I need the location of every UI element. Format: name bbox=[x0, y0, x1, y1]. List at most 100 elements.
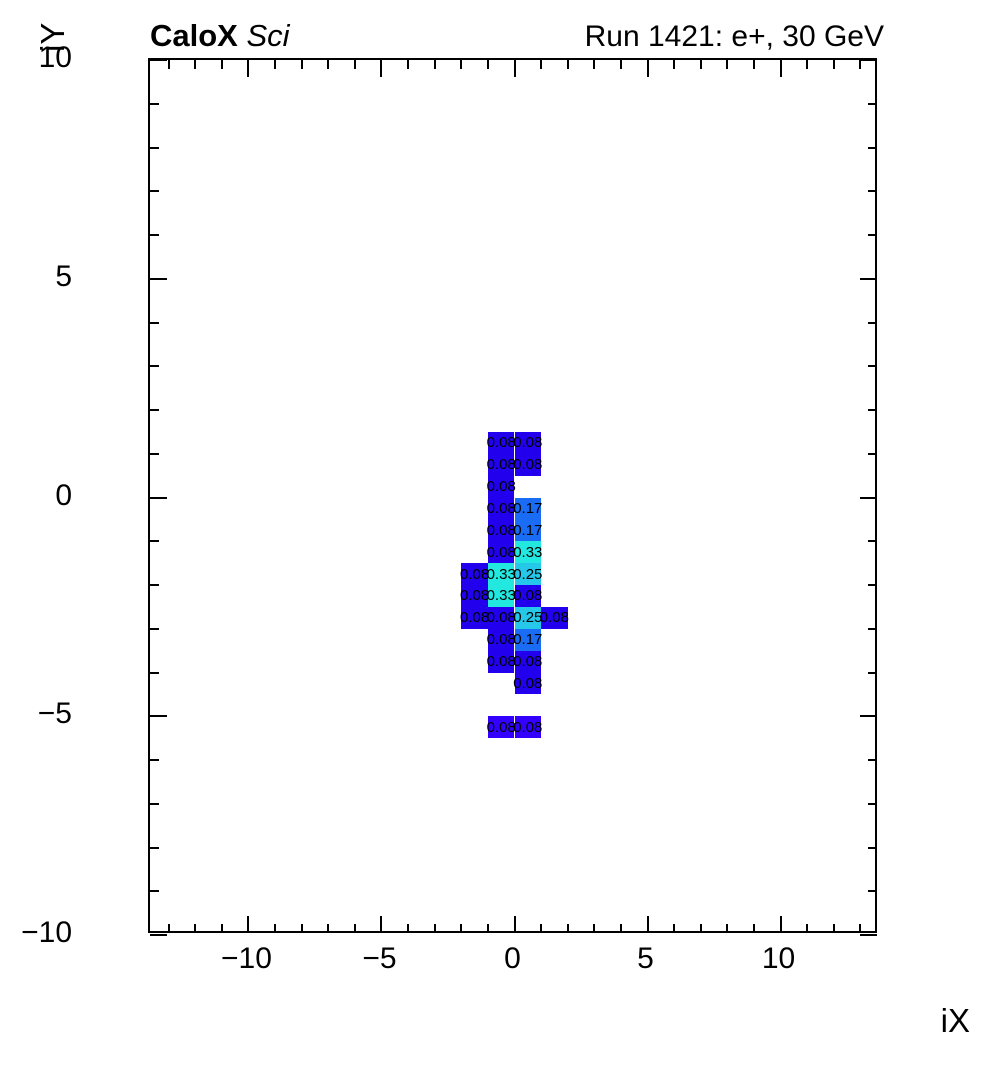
axis-tick bbox=[150, 584, 159, 586]
axis-tick bbox=[646, 916, 649, 933]
heatmap-cell-value: 0.08 bbox=[513, 653, 543, 671]
x-tick-label: 5 bbox=[637, 942, 654, 975]
heatmap-cell-value: 0.08 bbox=[486, 543, 516, 561]
axis-tick bbox=[868, 452, 877, 455]
heatmap-cell: 0.17 bbox=[513, 628, 542, 651]
heatmap-cell-value: 0.17 bbox=[513, 499, 543, 517]
axis-tick bbox=[513, 60, 516, 77]
axis-tick bbox=[646, 60, 649, 77]
axis-tick bbox=[593, 60, 596, 69]
heatmap-cell-value: 0.08 bbox=[513, 718, 543, 736]
heatmap-cell: 0.08 bbox=[513, 453, 542, 476]
axis-tick bbox=[460, 924, 463, 933]
axis-tick bbox=[566, 60, 569, 69]
axis-tick bbox=[167, 60, 170, 69]
axis-tick bbox=[274, 60, 277, 69]
axis-tick bbox=[150, 277, 167, 280]
heatmap-cell: 0.08 bbox=[459, 585, 490, 607]
axis-tick bbox=[540, 924, 543, 933]
axis-tick bbox=[860, 496, 877, 499]
axis-tick bbox=[860, 715, 877, 718]
axis-tick bbox=[150, 102, 159, 105]
run-info-label: Run 1421: e+, 30 GeV bbox=[584, 20, 884, 53]
axis-tick bbox=[220, 924, 223, 933]
axis-tick bbox=[300, 924, 303, 933]
axis-tick bbox=[868, 190, 877, 193]
axis-tick bbox=[274, 924, 277, 933]
axis-tick bbox=[868, 890, 877, 893]
x-tick-label: −5 bbox=[362, 942, 397, 975]
axis-tick bbox=[433, 924, 436, 933]
axis-tick bbox=[220, 60, 223, 69]
axis-tick bbox=[868, 759, 877, 761]
axis-tick bbox=[327, 60, 330, 69]
heatmap-cell: 0.25 bbox=[513, 606, 543, 629]
axis-tick bbox=[673, 924, 676, 933]
axis-tick bbox=[699, 60, 702, 69]
heatmap-cell: 0.08 bbox=[539, 606, 569, 629]
heatmap-cell-value: 0.08 bbox=[459, 565, 490, 583]
axis-tick bbox=[726, 924, 729, 933]
heatmap-cell-value: 0.08 bbox=[486, 653, 516, 671]
axis-tick bbox=[150, 452, 159, 455]
experiment-label: CaloX Sci bbox=[150, 20, 290, 51]
heatmap-cell: 0.08 bbox=[487, 475, 516, 498]
x-tick-label: −10 bbox=[220, 942, 272, 975]
axis-tick bbox=[247, 916, 250, 933]
axis-tick bbox=[540, 60, 543, 69]
heatmap-cell: 0.08 bbox=[513, 672, 543, 695]
axis-tick bbox=[619, 924, 622, 933]
axis-tick bbox=[247, 60, 250, 77]
axis-tick bbox=[150, 59, 167, 61]
heatmap-cell: 0.08 bbox=[513, 650, 543, 673]
heatmap-cell: 0.08 bbox=[459, 563, 490, 585]
axis-tick bbox=[407, 924, 410, 933]
axis-tick bbox=[779, 60, 782, 77]
axis-tick bbox=[433, 60, 436, 69]
plot-frame: 0.08 0.08 0.08 0.08 0.08 0.08 0.17 0.08 0.17 0.08… bbox=[148, 58, 877, 936]
heatmap-cell-value: 0.08 bbox=[513, 674, 543, 692]
axis-tick bbox=[353, 924, 356, 933]
axis-tick bbox=[868, 584, 877, 586]
experiment-subdetector: Sci bbox=[246, 18, 290, 53]
heatmap-cell: 0.08 bbox=[487, 431, 516, 454]
axis-tick bbox=[806, 924, 809, 933]
axis-tick bbox=[150, 627, 159, 630]
axis-tick bbox=[486, 60, 489, 69]
heatmap-cell-value: 0.08 bbox=[539, 609, 569, 627]
axis-tick bbox=[150, 321, 159, 324]
axis-tick bbox=[860, 934, 877, 936]
axis-tick bbox=[486, 924, 489, 933]
heatmap-cell: 0.08 bbox=[486, 541, 516, 564]
axis-tick bbox=[868, 409, 877, 411]
axis-tick bbox=[150, 802, 159, 805]
axis-tick bbox=[868, 146, 877, 149]
x-tick-label: 0 bbox=[504, 942, 521, 975]
y-tick-label: 0 bbox=[55, 478, 72, 512]
heatmap-cell-value: 0.08 bbox=[486, 499, 516, 517]
axis-tick bbox=[460, 60, 463, 69]
axis-tick bbox=[868, 802, 877, 805]
axis-tick bbox=[194, 924, 197, 933]
axis-tick bbox=[752, 924, 755, 933]
axis-tick bbox=[566, 924, 569, 933]
axis-tick bbox=[380, 916, 383, 933]
heatmap-cell-value: 0.08 bbox=[459, 609, 490, 627]
heatmap-cell-value: 0.08 bbox=[459, 587, 490, 605]
axis-tick bbox=[868, 321, 877, 324]
heatmap-cell-value: 0.25 bbox=[513, 609, 543, 627]
axis-tick bbox=[806, 60, 809, 69]
axis-tick bbox=[779, 916, 782, 933]
y-tick-label: −5 bbox=[37, 697, 72, 731]
heatmap-cell-value: 0.08 bbox=[486, 456, 516, 474]
heatmap-cell: 0.17 bbox=[513, 519, 542, 542]
axis-tick bbox=[868, 102, 877, 105]
y-tick-label: −10 bbox=[21, 916, 72, 949]
heatmap-cell-value: 0.33 bbox=[486, 565, 516, 583]
axis-tick bbox=[859, 60, 862, 69]
axis-tick bbox=[150, 409, 159, 411]
heatmap-cell: 0.25 bbox=[513, 563, 542, 585]
axis-tick bbox=[859, 924, 862, 933]
heatmap-cell: 0.08 bbox=[487, 716, 516, 739]
